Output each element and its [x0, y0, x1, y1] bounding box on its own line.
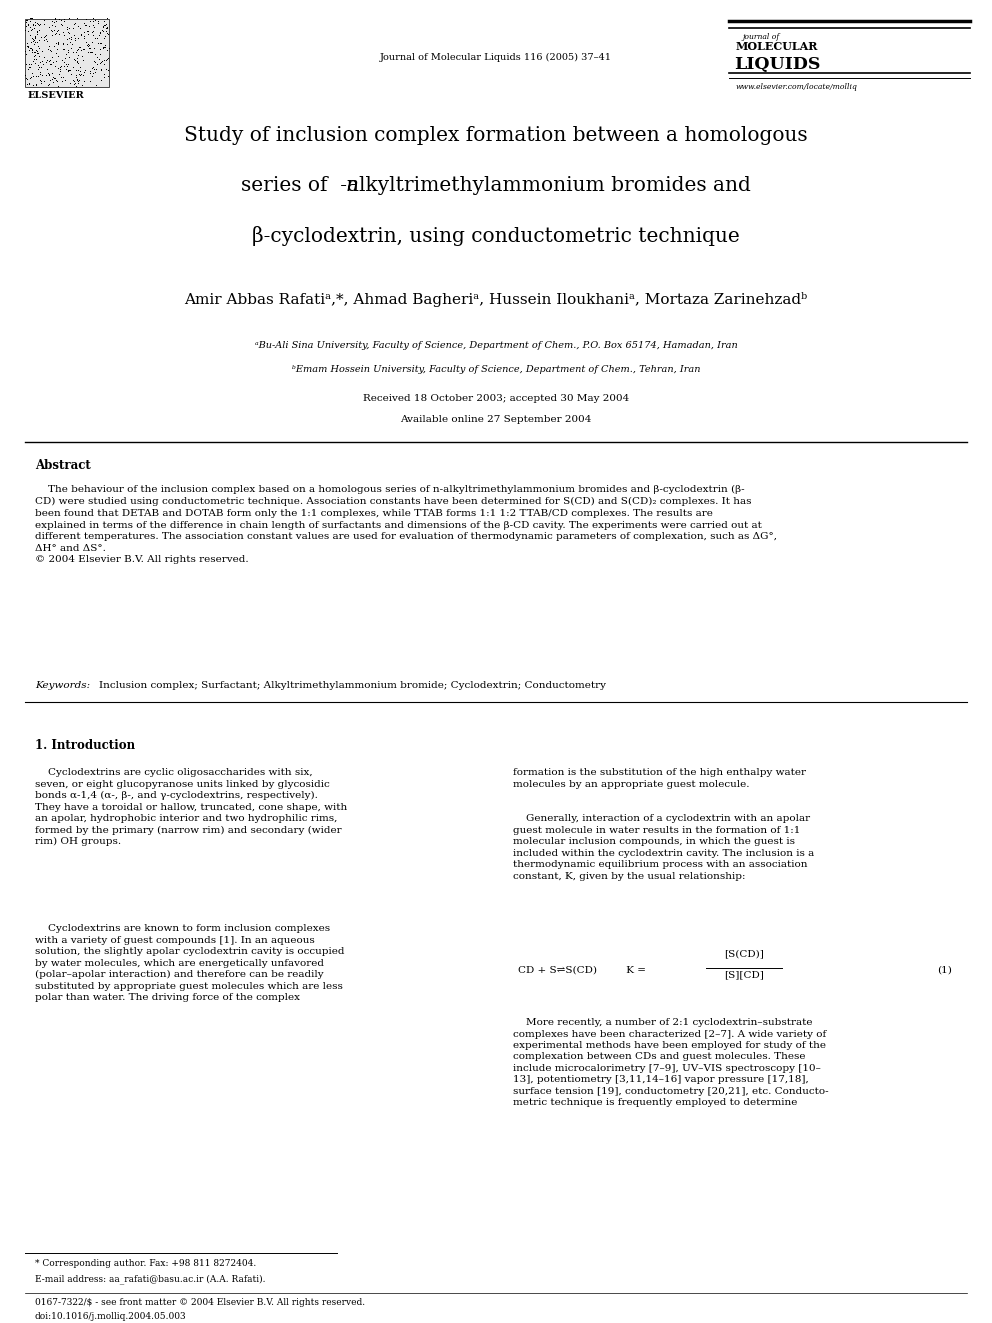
Text: Inclusion complex; Surfactant; Alkyltrimethylammonium bromide; Cyclodextrin; Con: Inclusion complex; Surfactant; Alkyltrim… [99, 681, 606, 689]
Bar [25, 19, 109, 87]
Text: The behaviour of the inclusion complex based on a homologous series of n-alkyltr: The behaviour of the inclusion complex b… [35, 486, 777, 565]
Text: n: n [345, 176, 359, 194]
Text: (1): (1) [937, 966, 952, 974]
Text: MOLECULAR: MOLECULAR [736, 41, 818, 52]
Text: Journal of Molecular Liquids 116 (2005) 37–41: Journal of Molecular Liquids 116 (2005) … [380, 53, 612, 62]
Text: ELSEVIER: ELSEVIER [28, 91, 84, 101]
Text: journal of: journal of [742, 33, 779, 41]
Text: series of  -alkyltrimethylammonium bromides and: series of -alkyltrimethylammonium bromid… [241, 176, 751, 194]
Text: 0167-7322/$ - see front matter © 2004 Elsevier B.V. All rights reserved.: 0167-7322/$ - see front matter © 2004 El… [35, 1298, 365, 1307]
Text: CD + S⇌S(CD)         K =: CD + S⇌S(CD) K = [518, 966, 649, 974]
Text: Study of inclusion complex formation between a homologous: Study of inclusion complex formation bet… [185, 126, 807, 144]
Text: LIQUIDS: LIQUIDS [734, 56, 820, 73]
Text: Generally, interaction of a cyclodextrin with an apolar
guest molecule in water : Generally, interaction of a cyclodextrin… [513, 815, 814, 881]
Text: More recently, a number of 2:1 cyclodextrin–substrate
complexes have been charac: More recently, a number of 2:1 cyclodext… [513, 1019, 828, 1107]
Text: Amir Abbas Rafatiᵃ,*, Ahmad Bagheriᵃ, Hussein Iloukhaniᵃ, Mortaza Zarinehzadᵇ: Amir Abbas Rafatiᵃ,*, Ahmad Bagheriᵃ, Hu… [185, 292, 807, 307]
Text: Abstract: Abstract [35, 459, 90, 472]
Text: Received 18 October 2003; accepted 30 May 2004: Received 18 October 2003; accepted 30 Ma… [363, 394, 629, 404]
Text: β-cyclodextrin, using conductometric technique: β-cyclodextrin, using conductometric tec… [252, 226, 740, 246]
Text: doi:10.1016/j.molliq.2004.05.003: doi:10.1016/j.molliq.2004.05.003 [35, 1311, 186, 1320]
Text: Available online 27 September 2004: Available online 27 September 2004 [400, 415, 591, 425]
Text: Cyclodextrins are cyclic oligosaccharides with six,
seven, or eight glucopyranos: Cyclodextrins are cyclic oligosaccharide… [35, 769, 347, 847]
Text: E-mail address: aa_rafati@basu.ac.ir (A.A. Rafati).: E-mail address: aa_rafati@basu.ac.ir (A.… [35, 1274, 265, 1285]
Text: ᵇEmam Hossein University, Faculty of Science, Department of Chem., Tehran, Iran: ᵇEmam Hossein University, Faculty of Sci… [292, 365, 700, 374]
Text: ᵃBu-Ali Sina University, Faculty of Science, Department of Chem., P.O. Box 65174: ᵃBu-Ali Sina University, Faculty of Scie… [255, 341, 737, 351]
Text: formation is the substitution of the high enthalpy water
molecules by an appropr: formation is the substitution of the hig… [513, 769, 806, 789]
Text: 1. Introduction: 1. Introduction [35, 740, 135, 751]
Text: www.elsevier.com/locate/molliq: www.elsevier.com/locate/molliq [736, 83, 858, 91]
Text: Cyclodextrins are known to form inclusion complexes
with a variety of guest comp: Cyclodextrins are known to form inclusio… [35, 925, 344, 1002]
Text: * Corresponding author. Fax: +98 811 8272404.: * Corresponding author. Fax: +98 811 827… [35, 1258, 256, 1267]
Text: [S(CD)]: [S(CD)] [724, 950, 764, 959]
Text: Keywords:: Keywords: [35, 681, 93, 689]
Text: [S][CD]: [S][CD] [724, 971, 764, 979]
